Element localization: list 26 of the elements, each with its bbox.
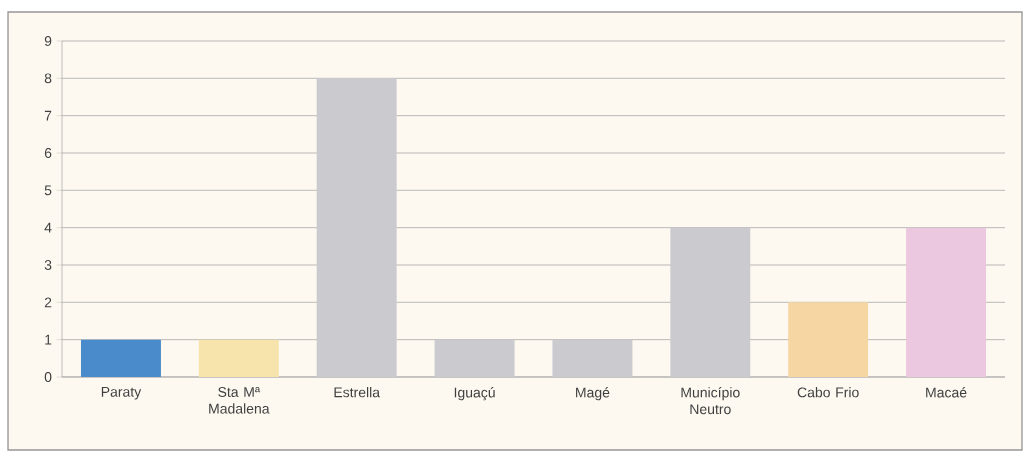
y-tick-label: 9 [44,36,52,46]
x-tick-label: Iguaçú [454,387,495,401]
bar [316,78,397,377]
y-tick-label: 0 [44,372,52,382]
y-tick-label: 8 [44,73,52,84]
bar [670,227,751,377]
y-tick-label: 3 [44,260,52,270]
x-tick-label: Macaé [926,387,967,398]
y-tick-label: 2 [44,297,52,308]
y-tick-label: 6 [44,148,52,158]
x-tick-label: Cabo Frio [797,387,859,398]
bar [80,339,161,377]
x-tick-label: Estrella [334,387,381,398]
y-tick-label: 1 [45,334,52,345]
bar [552,339,633,377]
x-tick-label: Município Neutro [681,387,740,415]
y-tick-label: 7 [44,110,52,121]
x-tick-label: Paraty [101,387,142,400]
bar [434,339,515,377]
bar [906,227,987,377]
x-tick-label: Sta Mª Madalena [209,387,270,414]
y-tick-label: 4 [44,222,52,233]
y-tick-label: 5 [44,185,52,196]
x-tick-label: Magé [576,387,610,401]
bar [198,339,279,377]
bar [788,302,869,377]
